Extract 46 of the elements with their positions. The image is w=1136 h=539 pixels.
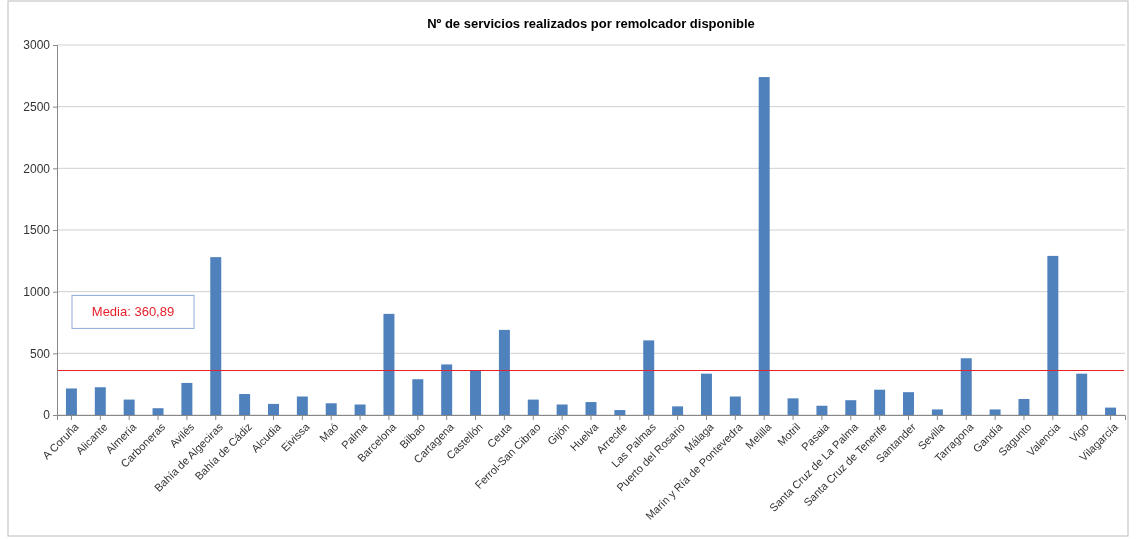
bar (960, 358, 972, 415)
bar (931, 409, 943, 415)
bar (729, 396, 741, 415)
bar (556, 404, 568, 415)
chart-title: Nº de servicios realizados por remolcador disponible (427, 16, 755, 31)
bar (65, 388, 77, 415)
y-tick-label: 2500 (23, 100, 51, 115)
bar (672, 406, 684, 415)
bar (527, 399, 539, 415)
bar (585, 402, 597, 415)
bar (470, 370, 482, 415)
bar (325, 403, 337, 415)
bar (296, 396, 308, 415)
y-tick-label: 2000 (23, 161, 51, 176)
bar (123, 399, 135, 415)
bar (845, 400, 857, 415)
bar (787, 398, 799, 415)
bar (758, 77, 770, 415)
bar (700, 373, 712, 415)
y-tick-label: 1500 (23, 223, 51, 238)
bar (1105, 407, 1117, 415)
bar (903, 392, 914, 415)
bar (354, 404, 366, 415)
bar (441, 364, 453, 415)
y-tick-label: 0 (43, 408, 51, 423)
bar (239, 394, 251, 415)
bar (1047, 255, 1059, 415)
bar (498, 329, 510, 415)
bar (1018, 398, 1030, 415)
bar (383, 313, 395, 415)
bar (412, 379, 424, 415)
bar (614, 410, 626, 415)
bar (210, 257, 222, 415)
bar (874, 389, 886, 415)
bar (268, 403, 279, 415)
bar (152, 408, 164, 415)
bar (94, 387, 106, 415)
bar (643, 340, 655, 415)
y-tick-label: 1000 (23, 285, 51, 300)
y-tick-label: 3000 (23, 38, 51, 53)
bar (1076, 373, 1088, 415)
y-tick-label: 500 (29, 346, 51, 361)
bar (181, 382, 193, 415)
bar (989, 409, 1001, 415)
ref-line-label: Media: 360,89 (91, 304, 175, 320)
bar (816, 405, 828, 415)
